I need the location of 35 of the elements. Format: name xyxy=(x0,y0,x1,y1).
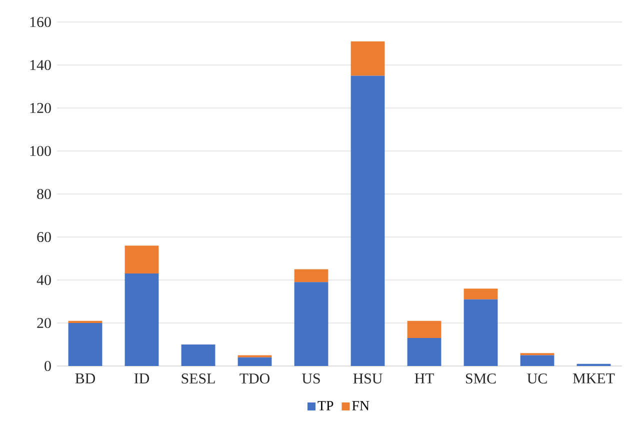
y-tick-label: 80 xyxy=(37,188,51,200)
bar xyxy=(350,41,385,76)
x-tick-label: US xyxy=(302,374,320,384)
x-tick-label: HT xyxy=(414,374,434,384)
legend-label: TP xyxy=(318,401,334,410)
bar xyxy=(407,320,442,338)
bar xyxy=(520,355,554,366)
bar xyxy=(68,323,102,366)
y-tick-label: 60 xyxy=(37,232,51,242)
bar xyxy=(407,338,442,366)
x-tick-label: ID xyxy=(134,374,150,384)
x-tick-label: MKET xyxy=(573,374,615,384)
x-tick-label: SESL xyxy=(182,374,215,384)
bar xyxy=(124,274,159,366)
bar xyxy=(294,269,328,282)
y-tick-label: 160 xyxy=(30,16,51,28)
y-tick-label: 140 xyxy=(30,60,51,70)
x-tick-label: HSU xyxy=(353,374,382,384)
bar xyxy=(294,282,328,366)
x-tick-label: TDO xyxy=(240,374,270,384)
y-tick-label: 120 xyxy=(30,102,51,114)
x-tick-label: BD xyxy=(75,374,96,384)
bar xyxy=(181,344,216,366)
legend-label: FN xyxy=(352,401,370,410)
y-tick-label: 100 xyxy=(30,146,51,156)
x-tick-label: UC xyxy=(527,374,547,384)
bar xyxy=(350,76,385,366)
bar xyxy=(464,299,498,366)
y-tick-label: 0 xyxy=(44,360,51,372)
y-tick-label: 20 xyxy=(37,318,51,328)
bar xyxy=(464,288,498,300)
x-tick-label: SMC xyxy=(466,374,496,384)
bar xyxy=(124,246,159,274)
y-tick-label: 40 xyxy=(36,274,51,286)
bar xyxy=(238,357,272,366)
